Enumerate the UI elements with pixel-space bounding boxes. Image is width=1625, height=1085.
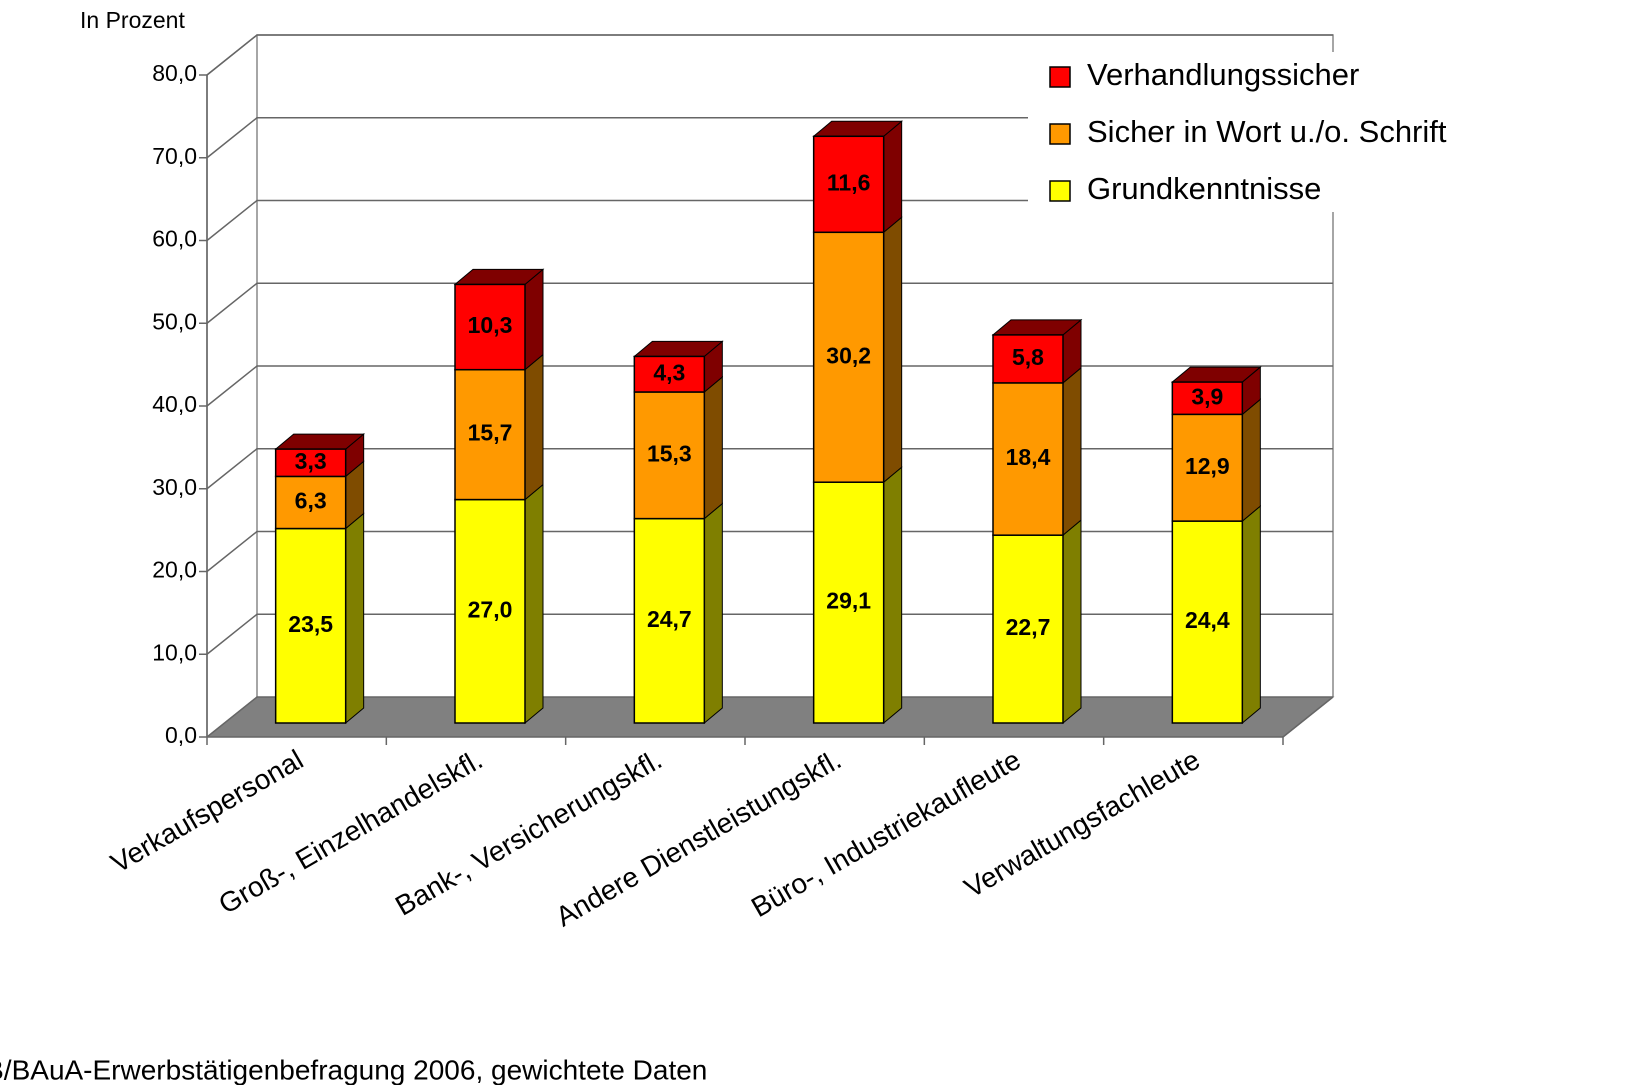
legend-label: Grundkenntnisse bbox=[1087, 171, 1321, 206]
y-tick-label: 50,0 bbox=[152, 308, 197, 334]
legend-label: Sicher in Wort u./o. Schrift bbox=[1087, 114, 1447, 149]
data-label: 4,3 bbox=[653, 359, 685, 385]
bar bbox=[454, 498, 526, 724]
data-label: 27,0 bbox=[468, 596, 513, 622]
y-tick-label: 40,0 bbox=[152, 391, 197, 417]
bar-side bbox=[1241, 505, 1261, 725]
data-label: 6,3 bbox=[295, 488, 327, 514]
source: BIBB/BAuA-Erwerbstätigenbefragung 2006, … bbox=[0, 1054, 707, 1085]
data-label: 24,4 bbox=[1185, 607, 1230, 633]
x-axis-side bbox=[1282, 696, 1334, 738]
bar bbox=[812, 481, 885, 724]
legend-swatch bbox=[1049, 180, 1071, 202]
bar bbox=[274, 475, 347, 530]
bar bbox=[992, 334, 1064, 384]
bar bbox=[992, 534, 1064, 724]
bar-side bbox=[1241, 398, 1261, 523]
bar-side bbox=[703, 502, 723, 725]
data-label: 11,6 bbox=[827, 169, 871, 195]
bar bbox=[633, 391, 706, 520]
x-tick-label: Andere Dienstleistungskfl. bbox=[550, 744, 846, 933]
bar-side bbox=[883, 466, 903, 725]
bar-side bbox=[524, 268, 544, 371]
bar-side bbox=[1062, 366, 1082, 537]
bar bbox=[633, 355, 706, 393]
bar-side bbox=[524, 353, 544, 501]
data-label: 10,3 bbox=[468, 312, 513, 338]
y-tick-label: 0,0 bbox=[165, 722, 197, 748]
data-label: 3,9 bbox=[1191, 383, 1223, 409]
y-tick-label: 10,0 bbox=[152, 639, 197, 665]
bar-side bbox=[524, 483, 544, 725]
bar-side bbox=[703, 375, 723, 520]
legend-swatch bbox=[1049, 66, 1071, 88]
bar bbox=[274, 448, 347, 478]
data-label: 15,7 bbox=[468, 420, 513, 446]
y-axis-title: In Prozent bbox=[80, 7, 185, 33]
bar bbox=[1171, 381, 1244, 416]
bar bbox=[454, 368, 526, 501]
y-tick-label: 70,0 bbox=[152, 143, 197, 169]
grid-line bbox=[206, 365, 1333, 407]
bar bbox=[454, 283, 526, 371]
bar-side bbox=[883, 216, 903, 484]
bar bbox=[1171, 413, 1244, 522]
data-label: 5,8 bbox=[1012, 344, 1044, 370]
legend-box bbox=[1028, 52, 1553, 212]
data-label: 15,3 bbox=[647, 440, 692, 466]
data-label: 23,5 bbox=[288, 611, 333, 637]
data-label: 29,1 bbox=[826, 588, 871, 614]
bar bbox=[812, 231, 885, 483]
y-tick-label: 80,0 bbox=[152, 60, 197, 86]
grid-line bbox=[206, 282, 1333, 324]
bar bbox=[812, 135, 885, 234]
grid-line bbox=[206, 117, 1333, 159]
bar bbox=[992, 382, 1064, 536]
data-label: 30,2 bbox=[826, 342, 871, 368]
data-label: 24,7 bbox=[647, 606, 692, 632]
data-label: 3,3 bbox=[295, 448, 327, 474]
data-label: 22,7 bbox=[1006, 614, 1051, 640]
grid-line bbox=[206, 199, 1333, 242]
bar bbox=[633, 517, 706, 724]
grid-line bbox=[206, 613, 1333, 655]
bar-side bbox=[1062, 519, 1082, 725]
floor bbox=[205, 696, 1335, 738]
data-label: 12,9 bbox=[1185, 453, 1230, 479]
grid-line bbox=[206, 448, 1333, 490]
y-tick-label: 20,0 bbox=[152, 557, 197, 583]
grid-line bbox=[206, 696, 1333, 738]
legend-label: Verhandlungssicher bbox=[1087, 57, 1359, 92]
data-label: 18,4 bbox=[1006, 444, 1051, 470]
bar-side bbox=[345, 512, 365, 725]
grid-line bbox=[206, 530, 1333, 573]
bar-side bbox=[883, 120, 903, 234]
y-tick-label: 60,0 bbox=[152, 226, 197, 252]
legend-swatch bbox=[1049, 123, 1071, 145]
grid-line bbox=[206, 34, 1333, 76]
y-tick-label: 30,0 bbox=[152, 474, 197, 500]
